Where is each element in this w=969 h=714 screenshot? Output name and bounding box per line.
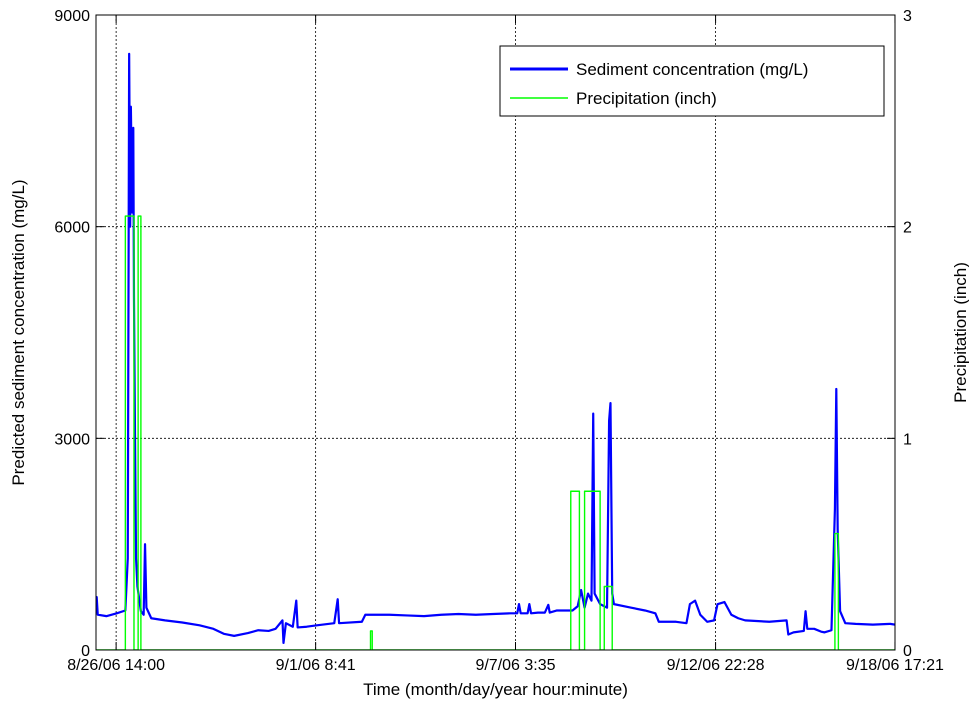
x-tick-label: 9/1/06 8:41 bbox=[276, 657, 356, 674]
y-left-tick-label: 9000 bbox=[54, 8, 90, 25]
y-left-tick-label: 3000 bbox=[54, 431, 90, 448]
legend: Sediment concentration (mg/L) Precipitat… bbox=[499, 45, 885, 117]
y-axis-left-label: Predicted sediment concentration (mg/L) bbox=[9, 179, 28, 485]
x-tick-label: 9/18/06 17:21 bbox=[846, 657, 944, 674]
x-axis-label: Time (month/day/year hour:minute) bbox=[363, 680, 628, 699]
y-right-tick-label: 3 bbox=[903, 8, 912, 25]
y-right-tick-label: 2 bbox=[903, 220, 912, 237]
series-line-sediment bbox=[96, 52, 895, 645]
y-axis-right-label: Precipitation (inch) bbox=[951, 262, 969, 403]
y-right-tick-label: 1 bbox=[903, 431, 912, 448]
series-layer bbox=[96, 52, 895, 650]
x-tick-label: 9/12/06 22:28 bbox=[667, 657, 765, 674]
x-tick-label: 9/7/06 3:35 bbox=[475, 657, 555, 674]
series-line-precipitation bbox=[96, 215, 895, 650]
axis-ticks: 8/26/06 14:00 9/1/06 8:41 9/7/06 3:35 9/12/… bbox=[54, 8, 944, 674]
plot-frame bbox=[95, 14, 896, 651]
y-left-tick-label: 0 bbox=[81, 643, 90, 660]
x-tick-label: 8/26/06 14:00 bbox=[67, 657, 165, 674]
legend-label-precipitation: Precipitation (inch) bbox=[576, 89, 717, 108]
legend-label-sediment: Sediment concentration (mg/L) bbox=[576, 60, 808, 79]
legend-box bbox=[499, 45, 885, 117]
y-right-tick-label: 0 bbox=[903, 643, 912, 660]
gridlines bbox=[96, 15, 895, 650]
y-left-tick-label: 6000 bbox=[54, 220, 90, 237]
